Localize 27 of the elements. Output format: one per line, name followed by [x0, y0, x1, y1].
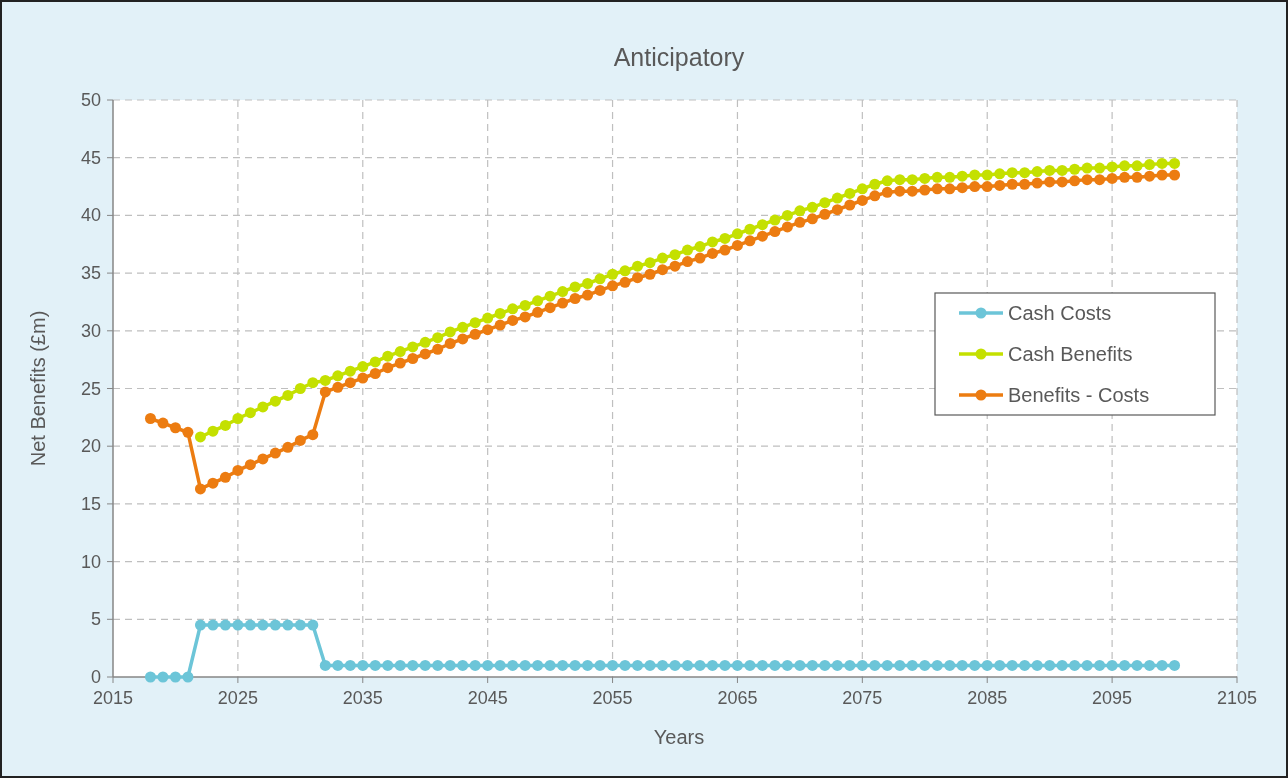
y-tick-label: 45: [80, 147, 101, 168]
legend-label: Benefits - Costs: [1008, 384, 1150, 406]
y-tick-label: 0: [90, 667, 101, 687]
y-tick-label: 40: [80, 205, 101, 226]
x-tick-label: 2065: [717, 688, 758, 708]
legend-label: Cash Costs: [1008, 302, 1112, 324]
x-tick-label: 2045: [467, 688, 508, 708]
x-tick-label: 2035: [342, 688, 383, 708]
x-tick-label: 2105: [1216, 688, 1258, 708]
x-axis-title: Years: [653, 726, 705, 748]
x-tick-label: 2025: [217, 688, 258, 708]
x-tick-label: 2095: [1092, 688, 1133, 708]
y-tick-label: 25: [80, 378, 101, 399]
y-tick-label: 35: [80, 263, 101, 284]
x-tick-label: 2075: [842, 688, 883, 708]
y-tick-label: 30: [80, 320, 101, 341]
chart-title: Anticipatory: [613, 43, 745, 71]
y-tick-label: 5: [90, 609, 101, 630]
legend-label: Cash Benefits: [1008, 343, 1133, 365]
y-axis-title: Net Benefits (£m): [27, 310, 49, 467]
y-tick-label: 15: [80, 493, 101, 514]
y-tick-label: 10: [80, 551, 101, 572]
x-tick-label: 2015: [92, 688, 134, 708]
x-tick-label: 2085: [967, 688, 1008, 708]
y-tick-label: 20: [80, 436, 101, 457]
y-tick-label: 50: [80, 90, 101, 110]
x-tick-label: 2055: [592, 688, 633, 708]
